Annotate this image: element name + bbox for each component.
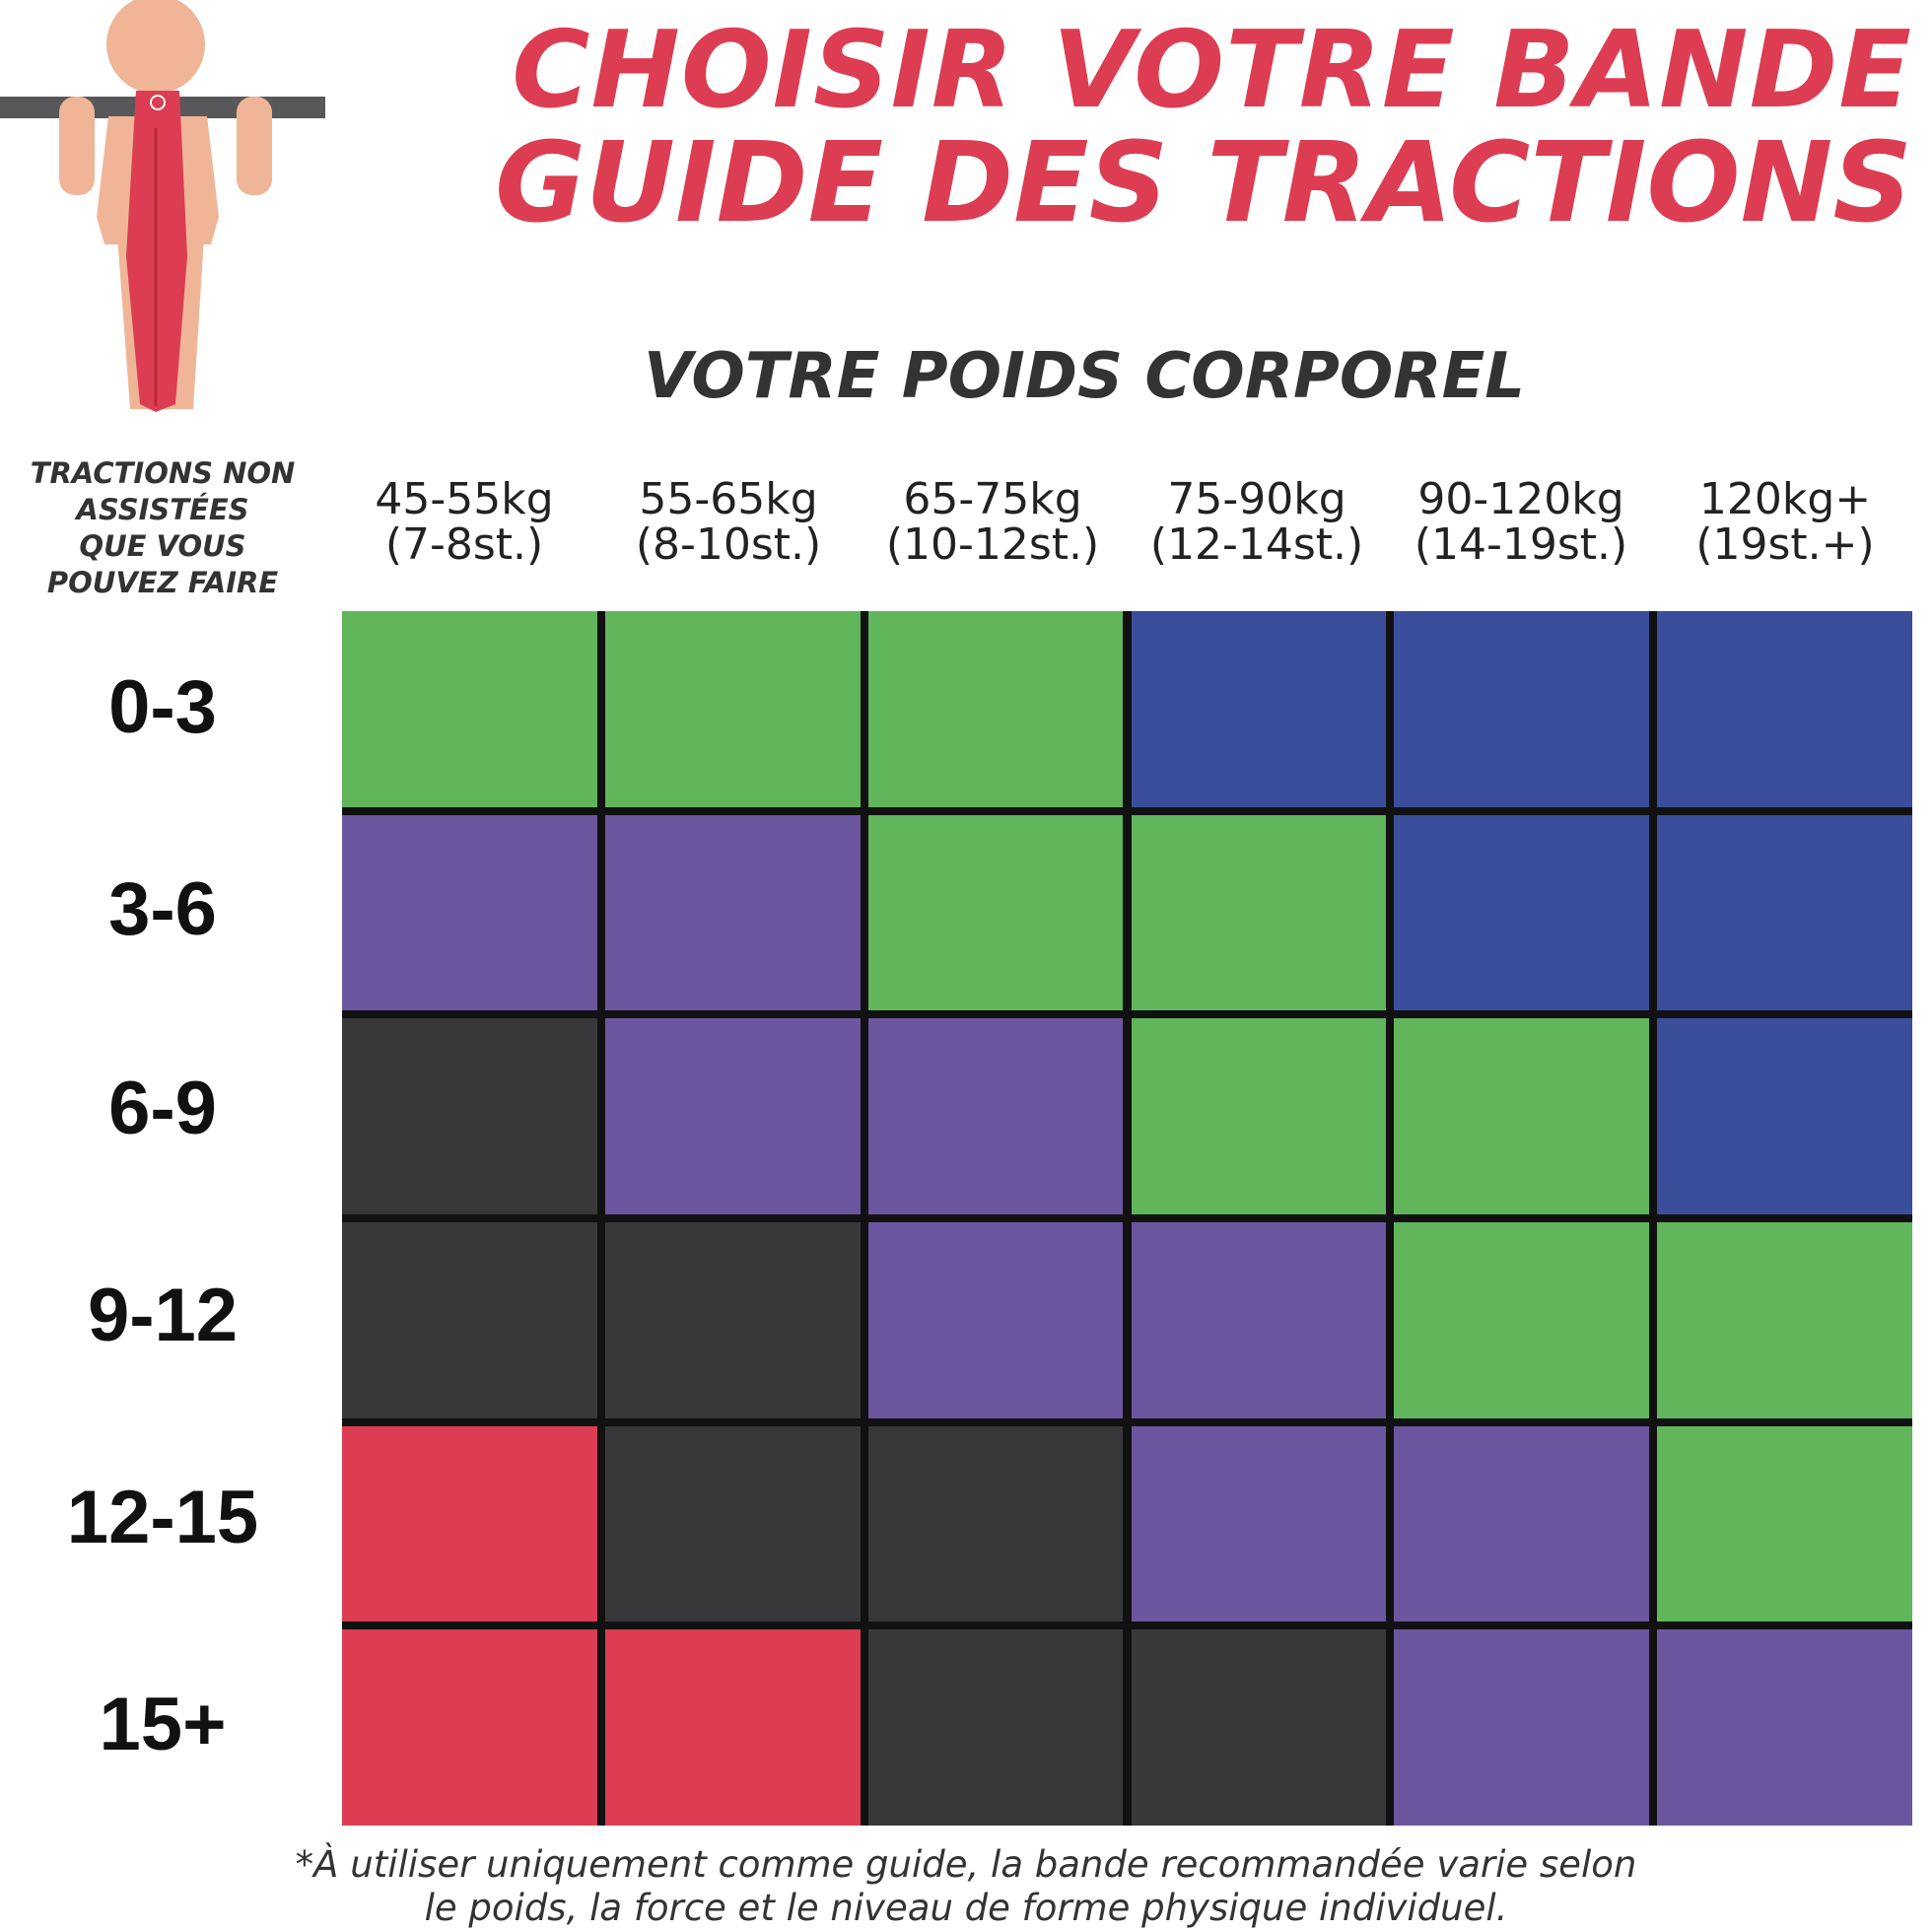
figure-left-arm: [59, 97, 95, 195]
band-cell-purple: [1657, 1629, 1912, 1826]
column-header-st: (19st.+): [1695, 519, 1875, 570]
column-header-st: (7-8st.): [384, 519, 544, 570]
figure-right-arm: [237, 97, 272, 195]
column-header-kg: 90-120kg: [1417, 474, 1624, 524]
column-header-st: (12-14st.): [1149, 519, 1364, 570]
column-header-kg: 45-55kg: [375, 474, 554, 524]
figure-head: [106, 0, 205, 94]
band-cell-black: [867, 1425, 1124, 1622]
pullup-figure-illustration: [0, 0, 325, 412]
band-cell-purple: [604, 1018, 861, 1214]
row-label: 6-9: [108, 1067, 217, 1150]
band-cell-green: [1131, 814, 1387, 1011]
band-cell-green: [1394, 1018, 1650, 1214]
rows-heading-line: POUVEZ FAIRE: [46, 566, 279, 599]
band-cell-red: [342, 1425, 597, 1622]
band-cell-purple: [604, 814, 861, 1011]
rows-heading-line: TRACTIONS NON: [30, 456, 296, 490]
band-cell-purple: [1131, 1222, 1387, 1418]
band-cell-green: [1657, 1425, 1912, 1622]
page-title-line1: CHOISIR VOTRE BANDE: [512, 9, 1912, 132]
column-header-st: (10-12st.): [885, 519, 1100, 570]
row-label: 12-15: [66, 1476, 259, 1559]
band-cell-blue: [1657, 1018, 1912, 1214]
column-header-kg: 120kg+: [1698, 474, 1872, 524]
band-cell-blue: [1394, 611, 1650, 807]
footnote-line: *À utiliser uniquement comme guide, la b…: [295, 1843, 1637, 1886]
column-header: 55-65kg (8-10st.): [596, 477, 861, 568]
body-weight-heading: VOTRE POIDS CORPOREL: [643, 340, 1526, 413]
column-header-kg: 65-75kg: [903, 474, 1082, 524]
band-cell-purple: [342, 814, 597, 1011]
footnote-line: le poids, la force et le niveau de forme…: [424, 1887, 1508, 1929]
band-cell-blue: [1394, 814, 1650, 1011]
band-cell-green: [867, 611, 1124, 807]
column-header-st: (14-19st.): [1414, 519, 1628, 570]
row-label: 0-3: [108, 665, 217, 749]
band-cell-black: [1131, 1629, 1387, 1826]
band-logo-icon: [150, 95, 166, 110]
column-header-kg: 75-90kg: [1167, 474, 1346, 524]
column-header: 90-120kg (14-19st.): [1389, 477, 1653, 568]
band-cell-black: [342, 1018, 597, 1214]
row-label: 15+: [99, 1683, 227, 1766]
band-cell-purple: [1394, 1425, 1650, 1622]
band-cell-purple: [867, 1018, 1124, 1214]
band-cell-purple: [1131, 1425, 1387, 1622]
column-header-kg: 55-65kg: [639, 474, 818, 524]
column-header: 65-75kg (10-12st.): [861, 477, 1125, 568]
band-cell-green: [1394, 1222, 1650, 1418]
band-cell-blue: [1657, 611, 1912, 807]
band-cell-blue: [1657, 814, 1912, 1011]
page-title-line2: GUIDE DES TRACTIONS: [495, 119, 1912, 247]
band-cell-green: [342, 611, 597, 807]
column-header-st: (8-10st.): [635, 519, 822, 570]
band-cell-green: [1657, 1222, 1912, 1418]
row-label: 3-6: [108, 867, 217, 951]
band-cell-green: [604, 611, 861, 807]
column-header: 120kg+ (19st.+): [1653, 477, 1917, 568]
footnote: *À utiliser uniquement comme guide, la b…: [148, 1843, 1784, 1930]
row-label: 9-12: [87, 1274, 239, 1357]
rows-heading: TRACTIONS NON ASSISTÉES QUE VOUS POUVEZ …: [10, 455, 315, 601]
band-cell-purple: [867, 1222, 1124, 1418]
band-cell-green: [867, 814, 1124, 1011]
band-cell-black: [867, 1629, 1124, 1826]
band-cell-blue: [1131, 611, 1387, 807]
rows-heading-line: ASSISTÉES: [76, 493, 249, 526]
band-color-grid: [342, 611, 1912, 1826]
column-header: 45-55kg (7-8st.): [332, 477, 596, 568]
band-cell-black: [604, 1425, 861, 1622]
rows-heading-line: QUE VOUS: [79, 529, 246, 563]
band-cell-green: [1131, 1018, 1387, 1214]
band-cell-black: [604, 1222, 861, 1418]
band-cell-purple: [1394, 1629, 1650, 1826]
band-cell-red: [342, 1629, 597, 1826]
band-cell-black: [342, 1222, 597, 1418]
column-header: 75-90kg (12-14st.): [1125, 477, 1389, 568]
band-cell-red: [604, 1629, 861, 1826]
